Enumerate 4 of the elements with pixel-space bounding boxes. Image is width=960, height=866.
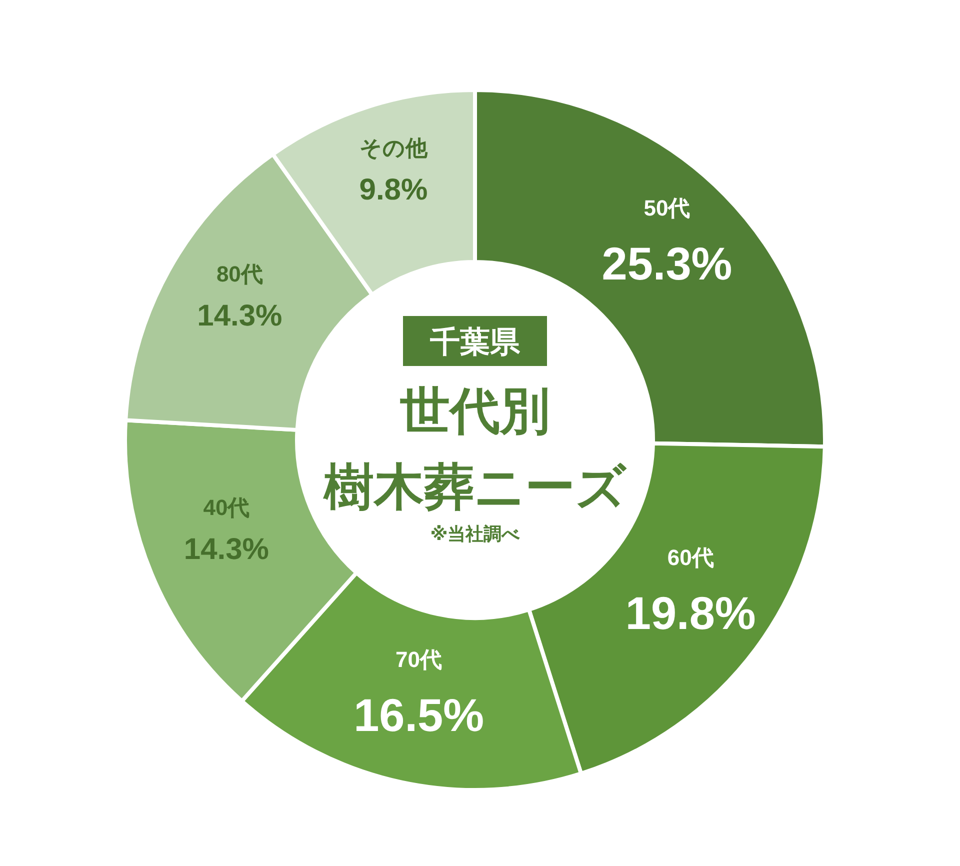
text: ※当社調べ <box>430 524 521 544</box>
text: 千葉県 <box>429 326 521 359</box>
text: 世代別 <box>399 383 550 439</box>
text: 樹木葬ニーズ <box>322 459 627 515</box>
